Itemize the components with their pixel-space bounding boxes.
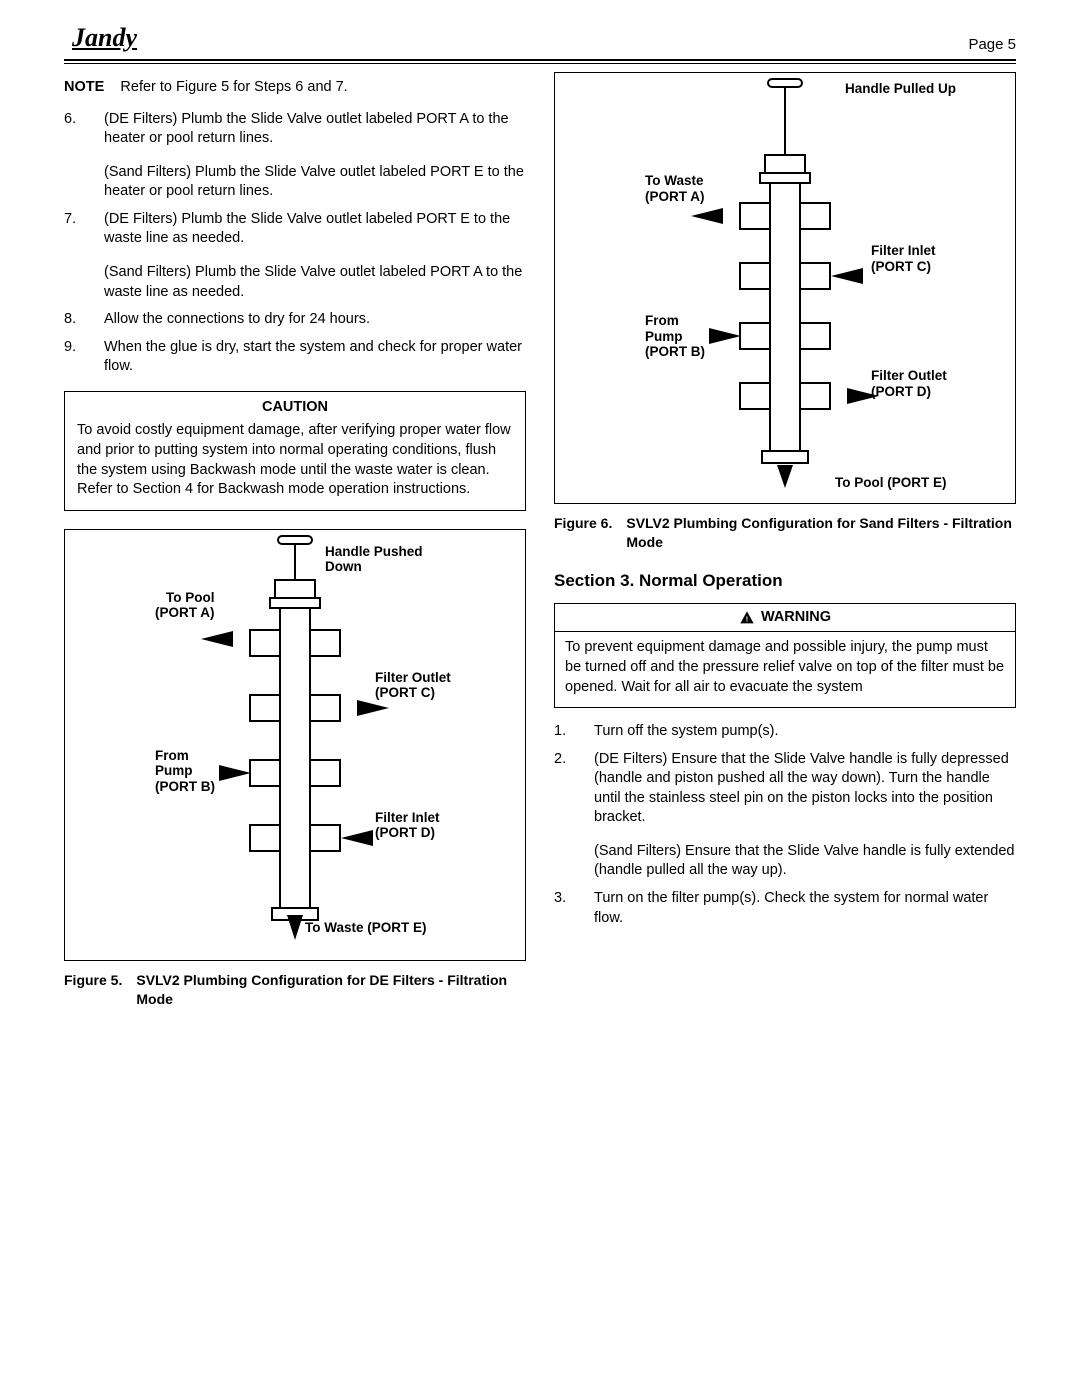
figure-6-diagram: Handle Pulled Up To Waste (PORT A) From … xyxy=(554,72,1016,504)
section-3-title: Section 3. Normal Operation xyxy=(554,570,1016,593)
warning-title: WARNING xyxy=(761,608,831,628)
step-9: 9. When the glue is dry, start the syste… xyxy=(64,338,526,377)
note-line: NOTE Refer to Figure 5 for Steps 6 and 7… xyxy=(64,78,526,98)
warning-text: To prevent equipment damage and possible… xyxy=(555,632,1015,707)
note-label: NOTE xyxy=(64,79,104,95)
warning-box: ! WARNING To prevent equipment damage an… xyxy=(554,603,1016,708)
caution-box: CAUTION To avoid costly equipment damage… xyxy=(64,391,526,511)
operation-steps: 1. Turn off the system pump(s). 2. (DE F… xyxy=(554,722,1016,928)
step-8: 8. Allow the connections to dry for 24 h… xyxy=(64,310,526,330)
figure-5-arrows xyxy=(65,530,525,960)
op-step-3: 3. Turn on the ﬁlter pump(s). Check the … xyxy=(554,889,1016,928)
figure-6-caption: Figure 6. SVLV2 Plumbing Configuration f… xyxy=(554,514,1016,552)
caution-text: To avoid costly equipment damage, after … xyxy=(77,421,513,499)
figure-6-arrows xyxy=(555,73,1015,503)
figure-5-caption: Figure 5. SVLV2 Plumbing Configuration f… xyxy=(64,971,526,1009)
op-step-1: 1. Turn off the system pump(s). xyxy=(554,722,1016,742)
step-6: 6. (DE Filters) Plumb the Slide Valve ou… xyxy=(64,110,526,202)
caution-title: CAUTION xyxy=(77,398,513,418)
note-text: Refer to Figure 5 for Steps 6 and 7. xyxy=(120,79,347,95)
figure-5-diagram: Handle Pushed Down To Pool (PORT A) From… xyxy=(64,529,526,961)
op-step-2: 2. (DE Filters) Ensure that the Slide Va… xyxy=(554,750,1016,881)
install-steps: 6. (DE Filters) Plumb the Slide Valve ou… xyxy=(64,110,526,377)
svg-text:!: ! xyxy=(746,614,748,623)
warning-icon: ! xyxy=(739,610,755,626)
page-number: Page 5 xyxy=(968,35,1016,55)
step-7: 7. (DE Filters) Plumb the Slide Valve ou… xyxy=(64,210,526,302)
brand-logo: Jandy xyxy=(64,20,137,55)
